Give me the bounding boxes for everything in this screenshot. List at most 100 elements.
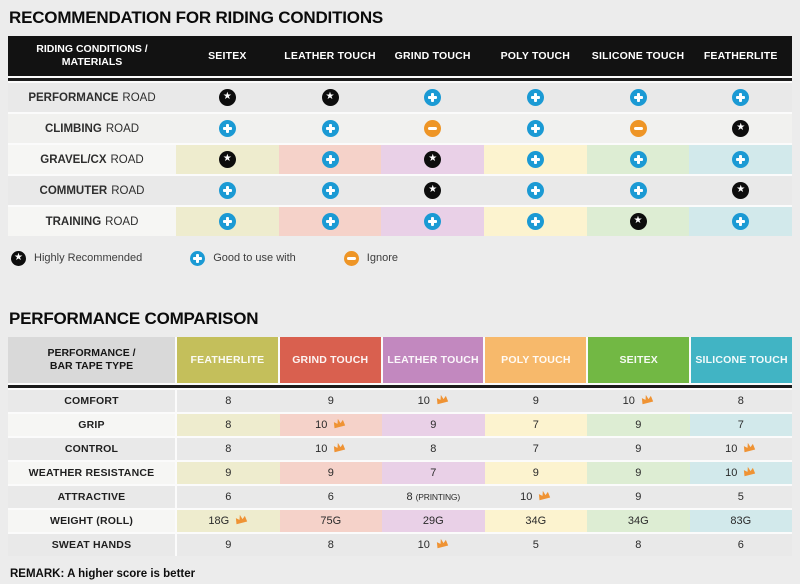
column-header-seitex: SEITEX (208, 50, 247, 62)
score-value: 6 (225, 491, 232, 503)
score-cell: 7 (484, 414, 587, 436)
crown-icon (744, 466, 756, 477)
score-cell: 6 (279, 486, 382, 508)
crown-icon (334, 418, 346, 429)
row-label: COMFORT (8, 390, 175, 412)
score-value: 9 (635, 419, 642, 431)
score-cell: 10 (689, 462, 792, 484)
rating-cell (176, 114, 279, 143)
score-cell: 9 (382, 414, 485, 436)
legend-label: Ignore (366, 252, 398, 264)
score-value: 6 (327, 491, 334, 503)
rating-cell (381, 114, 485, 143)
score-cell: 9 (484, 462, 587, 484)
score-value: 8 (225, 443, 232, 455)
score-value: 8 (737, 395, 744, 407)
score-cell: 9 (587, 414, 690, 436)
plus-icon (321, 182, 339, 199)
score-value: 9 (327, 467, 334, 479)
row-label: ATTRACTIVE (8, 486, 175, 508)
score-value: 10 (417, 395, 430, 407)
rating-cell (278, 114, 382, 143)
rating-cell (586, 114, 690, 143)
riding-conditions-corner-header: RIDING CONDITIONS / MATERIALS (8, 43, 176, 69)
score-cell: 9 (587, 438, 690, 460)
plus-icon (629, 182, 647, 199)
icon-legend: ★ Highly Recommended Good to use with Ignor… (11, 249, 792, 267)
header-divider (8, 78, 792, 81)
score-value: 9 (635, 443, 642, 455)
plus-icon (526, 89, 544, 106)
score-value: 8 (430, 443, 437, 455)
score-value: 10 (315, 419, 328, 431)
star-icon: ★ (732, 182, 750, 199)
score-cell: 8 (689, 390, 792, 412)
star-icon: ★ (218, 89, 236, 106)
rating-cell (278, 176, 382, 205)
rating-cell: ★ (176, 83, 279, 112)
score-cell: 8 (177, 390, 280, 412)
score-cell: 9 (279, 462, 382, 484)
score-cell: 10 (484, 486, 587, 508)
plus-icon (424, 213, 442, 230)
row-label-bold: COMMUTER (39, 184, 108, 197)
score-value: 18G (208, 515, 230, 527)
row-label: WEIGHT (ROLL) (8, 510, 175, 532)
table-row: ATTRACTIVE 6 6 8 (PRINTING) 10 9 5 (8, 486, 792, 508)
rating-cell: ★ (689, 114, 793, 143)
plus-icon (732, 89, 750, 106)
row-label-suffix: ROAD (105, 122, 140, 135)
score-cell: 7 (382, 462, 485, 484)
table-row: CLIMBING ROAD ★ (8, 114, 793, 143)
score-cell: 34G (484, 510, 587, 532)
column-header-silicone-touch: SILICONE TOUCH (691, 337, 792, 383)
table-row: WEATHER RESISTANCE 9 9 7 9 9 10 (8, 462, 792, 484)
plus-icon (526, 182, 544, 199)
legend-item: Ignore (343, 250, 398, 266)
column-header-seitex: SEITEX (588, 337, 690, 383)
score-value: 9 (225, 467, 232, 479)
column-header-grind-touch: GRIND TOUCH (279, 337, 381, 383)
plus-icon (629, 89, 647, 106)
row-label: GRAVEL/CX ROAD (8, 145, 176, 174)
rating-cell (381, 207, 485, 236)
score-cell: 10 (587, 390, 690, 412)
rating-cell: ★ (381, 176, 485, 205)
score-cell: 6 (177, 486, 280, 508)
corner-header-line2: MATERIALS (61, 56, 123, 68)
score-cell: 10 (279, 414, 382, 436)
rating-cell (586, 176, 690, 205)
plus-icon (218, 120, 236, 137)
plus-icon (732, 151, 750, 168)
score-cell: 6 (689, 534, 792, 556)
row-label-bold: CLIMBING (44, 122, 102, 135)
plus-icon (424, 89, 442, 106)
column-header-leather-touch: LEATHER TOUCH (382, 337, 484, 383)
plus-icon (732, 213, 750, 230)
minus-icon (424, 120, 442, 137)
riding-conditions-table: RIDING CONDITIONS / MATERIALS SEITEX LEAT… (8, 36, 793, 236)
crown-icon (539, 490, 551, 501)
table-row: TRAINING ROAD ★ (8, 207, 793, 236)
score-cell: 8 (177, 414, 280, 436)
star-icon: ★ (321, 89, 339, 106)
score-note: (PRINTING) (415, 492, 460, 502)
table-row: CONTROL 8 10 8 7 9 10 (8, 438, 792, 460)
score-value: 83G (730, 515, 752, 527)
row-label-bold: GRAVEL/CX (40, 153, 107, 166)
score-value: 9 (225, 539, 232, 551)
score-value: 9 (327, 395, 334, 407)
plus-icon (321, 213, 339, 230)
column-header-featherlite: FEATHERLITE (703, 50, 778, 62)
score-cell: 10 (382, 534, 485, 556)
row-label-suffix: ROAD (105, 215, 139, 228)
plus-icon (321, 151, 339, 168)
score-cell: 5 (689, 486, 792, 508)
table-row: COMFORT 8 9 10 9 10 8 (8, 390, 792, 412)
score-cell: 29G (382, 510, 485, 532)
score-value: 10 (315, 443, 328, 455)
performance-comparison-table: PERFORMANCE / BAR TAPE TYPE FEATHERLITE G… (8, 337, 792, 556)
rating-cell (689, 207, 793, 236)
score-value: 6 (737, 539, 744, 551)
